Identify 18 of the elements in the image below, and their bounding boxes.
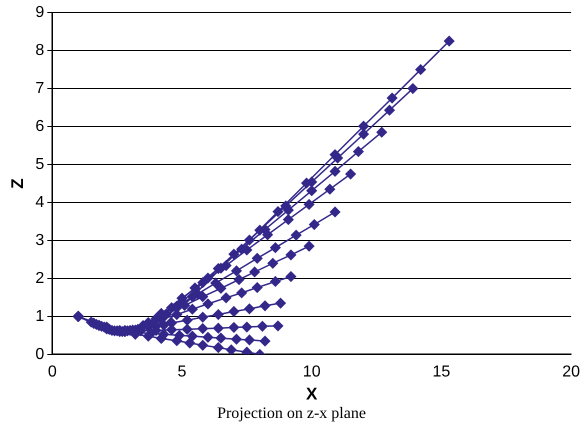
- x-tick-label: 10: [302, 363, 321, 380]
- y-tick-label: 2: [35, 270, 44, 287]
- y-axis-title: Z: [8, 178, 27, 189]
- text: Projection on z-x plane: [216, 405, 367, 423]
- y-tick-label: 9: [35, 4, 44, 22]
- y-tick-label: 5: [35, 156, 44, 173]
- y-tick-label: 7: [35, 80, 44, 97]
- x-tick-label: 20: [562, 363, 580, 380]
- y-tick-label: 4: [35, 194, 44, 211]
- x-axis-title: X: [306, 384, 318, 404]
- y-tick-label: 3: [35, 232, 44, 249]
- x-tick-label: 15: [432, 363, 450, 380]
- y-tick-label: 8: [35, 42, 44, 59]
- y-tick-label: 1: [35, 308, 44, 325]
- y-tick-label: 0: [35, 346, 44, 363]
- y-tick-label: 6: [35, 118, 44, 135]
- x-tick-label: 0: [48, 363, 57, 380]
- x-tick-label: 5: [178, 363, 187, 380]
